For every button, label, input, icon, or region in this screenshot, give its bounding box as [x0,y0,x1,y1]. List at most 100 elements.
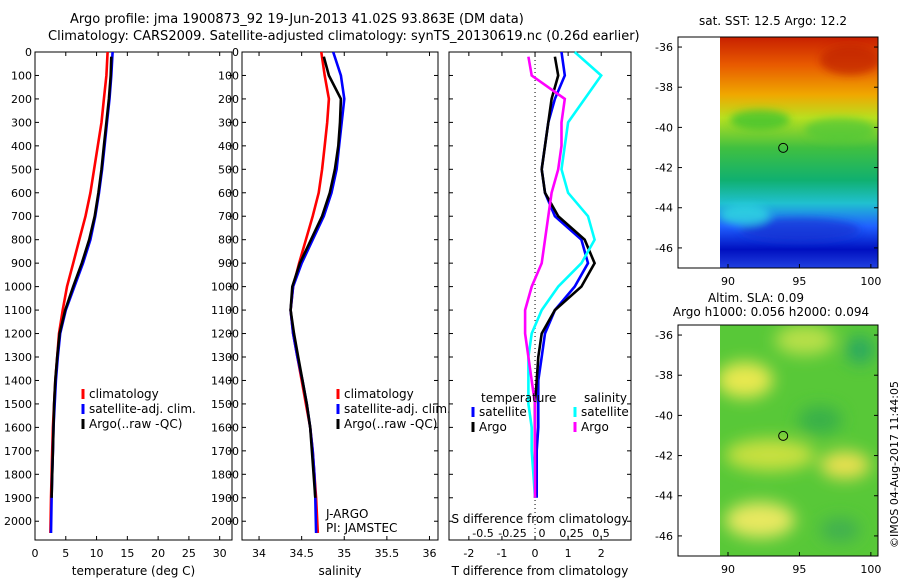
differences-legend-title-temperature: temperature [481,391,556,405]
salinity-ytick-label: 1600 [211,421,239,434]
salinity-ytick-label: 900 [218,257,239,270]
temperature-series-satellite-adj-clim- [49,51,114,534]
sst-map-image [720,37,878,268]
temperature-ytick-label: 1000 [4,281,32,294]
salinity-ytick-label: 1900 [211,492,239,505]
sst-map-ytick-label: -44 [655,202,673,215]
differences-series-salinity-argo [523,56,567,498]
sla-map-xtick-label: 100 [860,563,881,576]
salinity-xtick-label: 35.5 [375,547,400,560]
salinity-ytick-label: 700 [218,210,239,223]
sla-map-ytick-label: -36 [655,329,673,342]
temperature-xlabel: temperature (deg C) [72,564,195,578]
temperature-xtick-label: 5 [62,547,69,560]
sst-map-xtick-label: 95 [792,275,806,288]
sla-map-title-1: Argo h1000: 0.056 h2000: 0.094 [673,305,869,319]
differences-legend-label: satellite [581,405,629,419]
temperature-frame [34,51,233,541]
sla-map-xtick-label: 95 [792,563,806,576]
differences-s-tick-label: 0.5 [592,527,610,540]
figure-title-line2: Climatology: CARS2009. Satellite-adjuste… [48,29,640,44]
salinity-xtick-label: 34 [252,547,266,560]
salinity-ytick-label: 1000 [211,281,239,294]
sla-map-argo-marker [778,430,789,441]
temperature-xtick-label: 0 [32,547,39,560]
temperature-ytick-label: 300 [11,116,32,129]
sst-map-ytick-label: -36 [655,41,673,54]
temperature-xtick-label: 30 [213,547,227,560]
sla-map-title-0: Altim. SLA: 0.09 [708,291,804,305]
temperature-xtick-label: 15 [120,547,134,560]
differences-s-tick-label: 0 [539,527,546,540]
salinity-ytick-label: 500 [218,163,239,176]
salinity-ytick-label: 1100 [211,304,239,317]
temperature-ytick-label: 800 [11,234,32,247]
temperature-legend-label: satellite-adj. clim. [89,402,196,416]
differences-legend-title-salinity: salinity [584,391,627,405]
temperature-ytick-label: 1800 [4,468,32,481]
sla-map-ytick-label: -42 [655,450,673,463]
temperature-series-climatology [49,51,109,534]
salinity-ytick-label: 1700 [211,445,239,458]
salinity-ytick-label: 1500 [211,398,239,411]
salinity-ytick-label: 200 [218,93,239,106]
differences-legend-label: Argo [581,420,609,434]
temperature-ytick-label: 1200 [4,328,32,341]
sst-map-xtick-label: 100 [860,275,881,288]
salinity-xtick-label: 35 [337,547,351,560]
temperature-legend-label: climatology [89,387,159,401]
temperature-ytick-label: 400 [11,140,32,153]
temperature-xtick-label: 10 [90,547,104,560]
differences-xlabel-top: S difference from climatology [452,512,629,526]
salinity-ytick-label: 800 [218,234,239,247]
salinity-xtick-label: 36 [422,547,436,560]
temperature-ytick-label: 1500 [4,398,32,411]
temperature-xtick-label: 25 [182,547,196,560]
salinity-annotation-line2: PI: JAMSTEC [326,521,397,535]
differences-xlabel: T difference from climatology [451,564,629,578]
differences-legend-label: satellite [479,405,527,419]
sla-map-ytick-label: -46 [655,530,673,543]
sla-map-image [720,325,878,556]
salinity-ytick-label: 1400 [211,374,239,387]
sla-map-ytick-label: -40 [655,409,673,422]
salinity-ytick-label: 300 [218,116,239,129]
differences-s-tick-label: 0.25 [559,527,584,540]
salinity-xlabel: salinity [318,564,361,578]
salinity-legend-label: satellite-adj. clim. [344,402,451,416]
differences-xtick-label: 0 [532,547,539,560]
sst-map-ytick-label: -42 [655,162,673,175]
temperature-ytick-label: 100 [11,69,32,82]
temperature-ytick-label: 900 [11,257,32,270]
salinity-ytick-label: 1200 [211,328,239,341]
temperature-ytick-label: 1300 [4,351,32,364]
temperature-ytick-label: 200 [11,93,32,106]
differences-xtick-label: -2 [463,547,474,560]
salinity-legend-label: climatology [344,387,414,401]
temperature-ytick-label: 1700 [4,445,32,458]
sst-map-ytick-label: -46 [655,242,673,255]
differences-frame [448,51,632,541]
salinity-ytick-label: 100 [218,69,239,82]
sla-map-xtick-label: 90 [721,563,735,576]
temperature-ytick-label: 1100 [4,304,32,317]
differences-xtick-label: -1 [496,547,507,560]
salinity-series-argo-raw-qc- [289,56,343,498]
differences-xtick-label: 2 [598,547,605,560]
temperature-ytick-label: 0 [25,46,32,59]
salinity-ytick-label: 1300 [211,351,239,364]
sst-map-ytick-label: -40 [655,121,673,134]
temperature-ytick-label: 1900 [4,492,32,505]
temperature-legend-label: Argo(..raw -QC) [89,417,182,431]
watermark: ©IMOS 04-Aug-2017 11:44:05 [888,381,900,548]
sla-map-ytick-label: -44 [655,490,673,503]
sla-map-ytick-label: -38 [655,369,673,382]
temperature-ytick-label: 600 [11,187,32,200]
salinity-ytick-label: 1800 [211,468,239,481]
sst-map-ytick-label: -38 [655,81,673,94]
temperature-ytick-label: 1600 [4,421,32,434]
sla-map-frame [677,324,879,557]
salinity-series-satellite-adj-clim- [289,51,346,534]
differences-s-tick-label: -0.5 [472,527,493,540]
